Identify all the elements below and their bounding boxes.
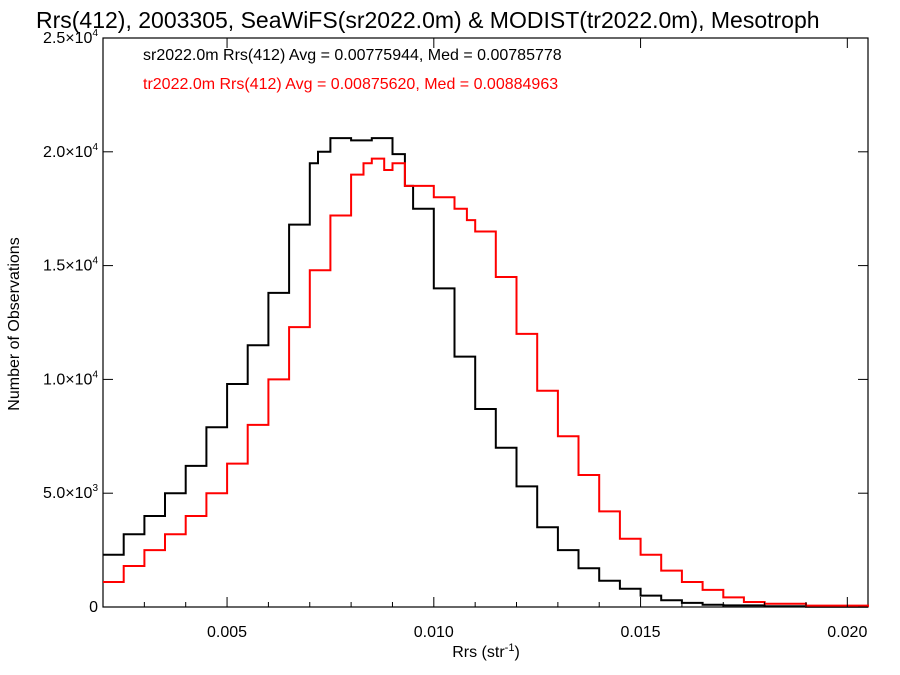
x-axis-label-main: Rrs (str (452, 644, 505, 661)
x-tick-label-1: 0.010 (414, 624, 454, 641)
y-tick-label-4: 2.0×104 (43, 142, 98, 161)
x-tick-label-3: 0.020 (827, 624, 867, 641)
y-tick-label-3: 1.5×104 (43, 256, 98, 275)
series-line-0 (103, 137, 869, 608)
y-tick-label-2: 1.0×104 (43, 369, 98, 388)
series-layer (103, 137, 869, 608)
x-axis-label: Rrs (str-1) (452, 642, 520, 661)
y-tick-label-0: 0 (89, 599, 98, 616)
x-axis-label-end: ) (514, 644, 519, 661)
chart-title: Rrs(412), 2003305, SeaWiFS(sr2022.0m) & … (36, 7, 820, 33)
legend-annotations: sr2022.0m Rrs(412) Avg = 0.00775944, Med… (143, 47, 562, 93)
plot-area (102, 37, 869, 608)
y-axis-label: Number of Observations (6, 237, 23, 410)
y-tick-label-1: 5.0×103 (43, 483, 98, 502)
legend-annotation-0: sr2022.0m Rrs(412) Avg = 0.00775944, Med… (143, 47, 562, 64)
x-tick-label-2: 0.015 (621, 624, 661, 641)
x-axis-label-sup: -1 (505, 642, 515, 654)
plot-frame (102, 37, 869, 608)
x-tick-label-0: 0.005 (207, 624, 247, 641)
legend-annotation-1: tr2022.0m Rrs(412) Avg = 0.00875620, Med… (143, 76, 558, 93)
y-tick-label-5: 2.5×104 (43, 28, 98, 47)
axes-layer: 0.005 0.010 0.015 0.020 0 5.0×103 1.0×104 1.5×1… (43, 28, 868, 641)
series-line-1 (103, 157, 869, 607)
